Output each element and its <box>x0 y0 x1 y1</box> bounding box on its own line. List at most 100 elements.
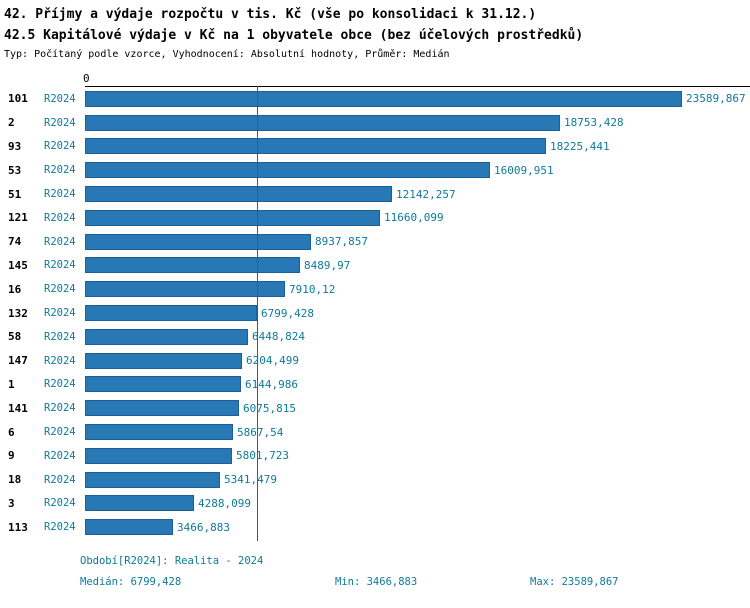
bar-row: 147 R2024 6204,499 <box>0 349 750 373</box>
bar[interactable] <box>85 281 285 298</box>
bar-track: 8489,97 <box>85 254 750 278</box>
bar-row: 2 R2024 18753,428 <box>0 111 750 135</box>
footer-period-label: Období[R2024]: Realita - 2024 <box>80 555 264 568</box>
bar[interactable] <box>85 90 682 107</box>
bar[interactable] <box>85 257 300 274</box>
bar[interactable] <box>85 305 257 322</box>
row-category-label: 93 <box>8 139 22 153</box>
row-category-label: 51 <box>8 187 22 201</box>
row-series-label: R2024 <box>44 307 76 320</box>
bar-row: 51 R2024 12142,257 <box>0 182 750 206</box>
bar[interactable] <box>85 376 241 393</box>
chart-title-line2: 42.5 Kapitálové výdaje v Kč na 1 obyvate… <box>4 28 584 43</box>
bar-row: 9 R2024 5801,723 <box>0 444 750 468</box>
row-category-label: 1 <box>8 377 15 391</box>
row-category-label: 6 <box>8 425 15 439</box>
row-category-label: 53 <box>8 163 22 177</box>
bar-value-label: 16009,951 <box>494 163 554 177</box>
bar-value-label: 5341,479 <box>224 473 277 487</box>
x-axis: 0 <box>83 72 750 87</box>
bar-row: 74 R2024 8937,857 <box>0 230 750 254</box>
row-category-label: 58 <box>8 330 22 344</box>
bar-track: 6799,428 <box>85 301 750 325</box>
bar-row: 58 R2024 6448,824 <box>0 325 750 349</box>
row-category-label: 147 <box>8 354 28 368</box>
bar-value-label: 6075,815 <box>243 401 296 415</box>
row-category-label: 113 <box>8 520 28 534</box>
bar-value-label: 3466,883 <box>177 520 230 534</box>
row-category-label: 18 <box>8 473 22 487</box>
bar-row: 18 R2024 5341,479 <box>0 468 750 492</box>
bar-track: 6144,986 <box>85 373 750 397</box>
bar[interactable] <box>85 328 248 345</box>
bar[interactable] <box>85 495 194 512</box>
row-series-label: R2024 <box>44 426 76 439</box>
row-series-label: R2024 <box>44 449 76 462</box>
row-category-label: 101 <box>8 92 28 106</box>
bar[interactable] <box>85 352 242 369</box>
bar-row: 3 R2024 4288,099 <box>0 492 750 516</box>
bar-value-label: 5801,723 <box>236 449 289 463</box>
bar-value-label: 6799,428 <box>261 306 314 320</box>
row-series-label: R2024 <box>44 211 76 224</box>
bar-value-label: 6448,824 <box>252 330 305 344</box>
bar[interactable] <box>85 400 239 417</box>
bar-value-label: 23589,867 <box>686 92 746 106</box>
bar-track: 18225,441 <box>85 135 750 159</box>
row-category-label: 3 <box>8 496 15 510</box>
row-category-label: 74 <box>8 235 22 249</box>
row-series-label: R2024 <box>44 116 76 129</box>
chart-title-line1: 42. Příjmy a výdaje rozpočtu v tis. Kč (… <box>4 7 537 22</box>
bar-value-label: 11660,099 <box>384 211 444 225</box>
row-series-label: R2024 <box>44 164 76 177</box>
bar-track: 6204,499 <box>85 349 750 373</box>
row-series-label: R2024 <box>44 497 76 510</box>
bar[interactable] <box>85 519 173 536</box>
row-series-label: R2024 <box>44 378 76 391</box>
bar-track: 16009,951 <box>85 158 750 182</box>
bar[interactable] <box>85 471 220 488</box>
bar-value-label: 7910,12 <box>289 282 336 296</box>
bar-row: 121 R2024 11660,099 <box>0 206 750 230</box>
bar-track: 6075,815 <box>85 396 750 420</box>
bar-row: 141 R2024 6075,815 <box>0 396 750 420</box>
bar-rows: 101 R2024 23589,867 2 R2024 18753,428 93 R2024 1… <box>0 87 750 539</box>
row-category-label: 16 <box>8 282 22 296</box>
bar-value-label: 4288,099 <box>198 496 251 510</box>
row-series-label: R2024 <box>44 473 76 486</box>
row-series-label: R2024 <box>44 330 76 343</box>
row-series-label: R2024 <box>44 521 76 534</box>
bar-row: 93 R2024 18225,441 <box>0 135 750 159</box>
bar-row: 53 R2024 16009,951 <box>0 158 750 182</box>
bar[interactable] <box>85 186 392 203</box>
bar-row: 1 R2024 6144,986 <box>0 373 750 397</box>
bar[interactable] <box>85 424 233 441</box>
row-category-label: 141 <box>8 401 28 415</box>
bar-value-label: 18753,428 <box>564 116 624 130</box>
row-series-label: R2024 <box>44 283 76 296</box>
bar-track: 4288,099 <box>85 492 750 516</box>
bar-value-label: 6144,986 <box>245 377 298 391</box>
bar-value-label: 8489,97 <box>304 258 351 272</box>
bar-track: 18753,428 <box>85 111 750 135</box>
bar-value-label: 12142,257 <box>396 187 456 201</box>
bar-value-label: 6204,499 <box>246 354 299 368</box>
bar[interactable] <box>85 162 490 179</box>
bar-track: 12142,257 <box>85 182 750 206</box>
bar-track: 7910,12 <box>85 277 750 301</box>
bar[interactable] <box>85 209 380 226</box>
row-category-label: 121 <box>8 211 28 225</box>
x-axis-zero-tick: 0 <box>83 72 90 85</box>
row-series-label: R2024 <box>44 188 76 201</box>
bar[interactable] <box>85 138 546 155</box>
bar[interactable] <box>85 233 311 250</box>
row-series-label: R2024 <box>44 92 76 105</box>
bar-row: 145 R2024 8489,97 <box>0 254 750 278</box>
row-series-label: R2024 <box>44 402 76 415</box>
bar-track: 5801,723 <box>85 444 750 468</box>
row-series-label: R2024 <box>44 259 76 272</box>
bar-track: 5341,479 <box>85 468 750 492</box>
bar[interactable] <box>85 447 232 464</box>
bar[interactable] <box>85 114 560 131</box>
